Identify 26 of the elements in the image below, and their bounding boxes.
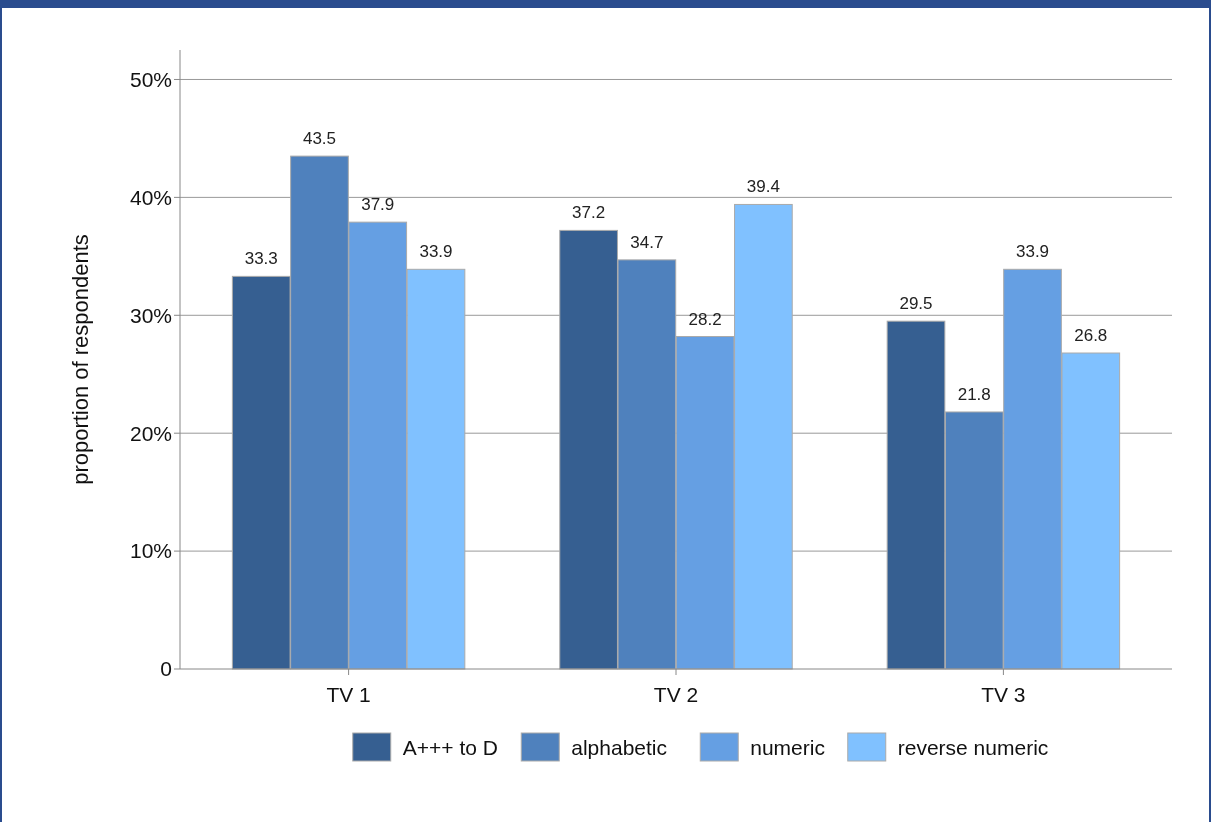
legend-label: numeric (750, 736, 825, 760)
data-label: 29.5 (899, 294, 933, 314)
y-tick-label: 50% (129, 67, 172, 91)
y-tick-label: 10% (129, 539, 172, 563)
x-tick-label: TV 2 (653, 683, 699, 706)
data-label: 33.9 (1015, 242, 1050, 262)
y-tick-label: 0 (160, 657, 172, 681)
y-tick-label: 40% (129, 185, 172, 209)
legend-label: reverse numeric (897, 736, 1049, 760)
legend-label: alphabetic (571, 736, 667, 760)
x-tick-label: TV 3 (981, 683, 1026, 706)
data-label: 43.5 (302, 129, 337, 149)
data-label: 34.7 (630, 232, 664, 252)
y-tick-label: 20% (129, 421, 172, 445)
legend-label: A+++ to D (402, 736, 498, 760)
data-label: 33.9 (419, 242, 453, 262)
data-label: 37.9 (361, 195, 395, 215)
y-tick-label: 30% (129, 303, 172, 327)
data-label: 37.2 (572, 203, 606, 223)
data-label: 33.3 (244, 249, 278, 269)
x-tick-label: TV 1 (326, 683, 371, 706)
y-axis-title: proportion of respondents (68, 234, 93, 485)
data-label: 21.8 (957, 384, 991, 404)
data-label: 39.4 (746, 177, 780, 197)
data-label: 26.8 (1074, 326, 1108, 346)
data-label: 28.2 (688, 309, 722, 329)
